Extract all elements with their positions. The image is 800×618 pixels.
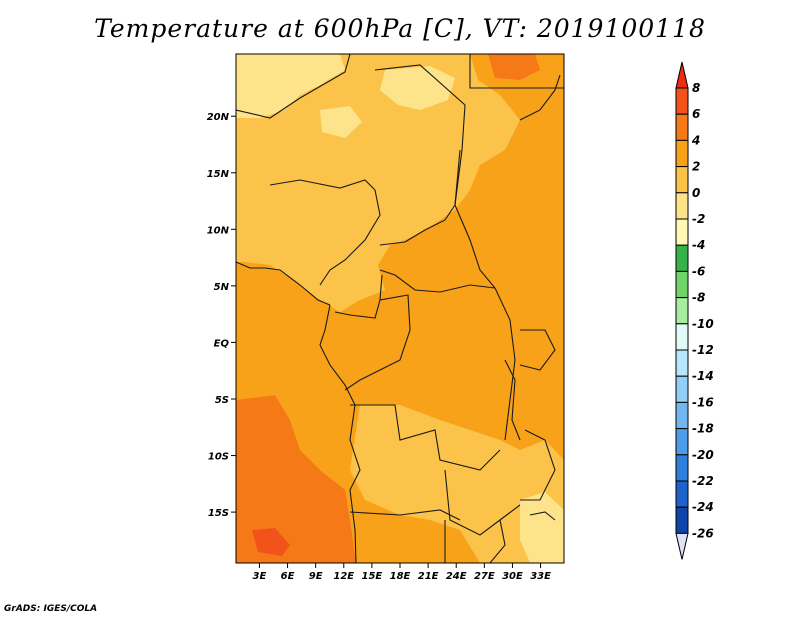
border-lake-victoria [504,359,521,441]
border-car-north [379,204,456,246]
colorbar-label: 2 [692,160,700,174]
border-sahara [236,54,351,119]
y-tick-label: 10S [208,452,229,463]
map-plot-area [235,53,565,564]
temperature-zone-6-to-8-southwest [252,528,290,556]
border-egypt-sudan [469,54,564,89]
border-car-south [379,269,496,293]
colorbar-label: 0 [692,186,700,200]
colorbar-segment [675,166,689,194]
temperature-zone-4-to-6-southwest [236,395,356,563]
x-tick-label: 21E [418,571,439,582]
border-nigeria-cameroon [319,189,381,286]
colorbar-segment [675,323,689,351]
border-drc-west [344,294,411,391]
colorbar-segment [675,349,689,377]
country-borders [236,54,564,563]
colorbar-segment [675,192,689,220]
colorbar-segment [675,139,689,168]
x-tick-label: 9E [309,571,323,582]
colorbar-segment [675,113,689,141]
colorbar-label: -16 [692,395,714,409]
colorbar-label: -2 [692,212,705,226]
y-tick-label: EQ [214,338,230,349]
colorbar-label: -8 [692,291,705,305]
colorbar-over-arrow [675,61,689,89]
border-nigeria-niger [269,179,376,191]
x-tick-label: 24E [446,571,467,582]
colorbar-label: -4 [692,238,705,252]
border-cameroon-congo [334,274,383,319]
border-niger-chad [374,64,466,206]
colorbar-segment [675,297,689,325]
map-title: Temperature at 600hPa [C], VT: 201910011… [94,14,706,43]
x-tick-label: 12E [333,571,354,582]
temperature-zone-4-to-6-northeast [488,54,540,80]
colorbar-label: -10 [692,317,714,331]
colorbar-segment [675,428,689,456]
temperature-zone-neg2-to-0-central [320,106,362,138]
colorbar-label: -26 [692,526,714,540]
border-zambia-south [444,469,521,536]
colorbar-label: -20 [692,448,714,462]
temperature-zone-neg2-to-0-sahel [380,66,455,110]
border-chad-sudan [454,149,496,289]
temperature-zone-neg2-to-0-north [236,54,345,118]
colorbar-segment [675,375,689,403]
colorbar-segment [675,506,689,534]
temperature-zone-0-to-2-north [236,54,520,312]
temperature-zone-neg2-to-0-southeast [520,492,564,563]
colorbar-label: -12 [692,343,714,357]
x-tick-label: 15E [362,571,383,582]
border-coastline-central-africa [319,304,361,563]
colorbar-segment [675,244,689,272]
colorbar-segment [675,87,689,115]
y-tick-label: 15N [207,169,230,180]
colorbar-under-arrow [675,532,689,560]
x-tick-label: 30E [502,571,523,582]
y-tick-label: 15S [208,508,229,519]
y-tick-label: 20N [207,112,230,123]
colorbar-label: 8 [692,81,700,95]
border-coast-west-africa [236,261,331,306]
x-tick-label: 3E [253,571,267,582]
temperature-zone-0-to-2-southern-plateau [350,405,564,563]
y-tick-label: 10N [207,225,230,236]
colorbar-segment [675,401,689,430]
colorbar-segment [675,218,689,246]
border-east-africa [519,329,556,371]
colorbar-segment [675,480,689,508]
colorbar-label: -22 [692,474,714,488]
colorbar-label: -24 [692,500,714,514]
x-tick-label: 6E [281,571,295,582]
border-mozambique [520,429,556,501]
border-ethiopia [519,74,561,121]
x-tick-label: 27E [474,571,495,582]
colorbar-label: -18 [692,422,714,436]
y-tick-label: 5S [215,395,229,406]
grads-credit: GrADS: IGES/COLA [4,604,98,614]
border-drc-east [494,287,516,441]
colorbar-label: -14 [692,369,714,383]
colorbar-label: 6 [692,107,700,121]
border-drc-angola [350,404,501,471]
x-tick-label: 18E [390,571,411,582]
y-tick-label: 5N [214,282,230,293]
border-lake-malawi [529,511,556,521]
colorbar-label: 4 [691,133,700,147]
x-axis: 3E 6E 9E 12E 15E 18E 21E 24E 27E 30E 33E [253,563,551,582]
colorbar-label: -6 [692,264,705,278]
border-zimbabwe [489,519,506,563]
colorbar: 8 6 4 2 0 -2 -4 -6 -8 -10 -12 -14 -16 -18 -20 -22 -24 -26 [675,61,714,560]
y-axis: 20N 15N 10N 5N EQ 5S 10S 15S [207,112,236,519]
colorbar-segment [675,454,689,482]
x-tick-label: 33E [530,571,551,582]
colorbar-segment [675,270,689,299]
